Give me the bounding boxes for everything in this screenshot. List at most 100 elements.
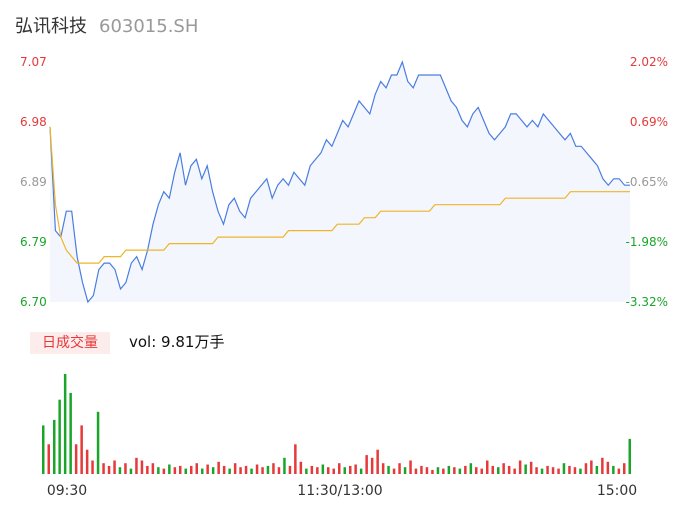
volume-bar (359, 468, 363, 474)
volume-bar (261, 467, 264, 474)
avg-price-line (49, 126, 630, 264)
volume-bar (47, 444, 50, 474)
volume-bar (53, 419, 56, 474)
stock-code: 603015.SH (99, 16, 199, 37)
volume-bar (135, 457, 138, 474)
volume-bar (507, 465, 511, 474)
volume-bar (343, 467, 346, 474)
volume-bar (354, 464, 357, 474)
volume-bar (63, 374, 67, 474)
volume-bar (562, 463, 566, 474)
volume-bar (85, 449, 89, 474)
volume-bar (255, 464, 259, 474)
volume-bar (102, 463, 105, 474)
volume-bar (74, 444, 78, 474)
volume-bar (420, 465, 423, 474)
time-tick-label: 15:00 (597, 483, 637, 499)
volume-bar (606, 461, 610, 474)
volume-bar (579, 468, 582, 474)
volume-bar (447, 465, 451, 474)
volume-bar (414, 468, 418, 474)
volume-bar (540, 468, 544, 474)
volume-bar (244, 465, 248, 474)
price-tick-label: 6.70 (20, 295, 47, 309)
volume-bar (584, 463, 588, 474)
volume-bar (233, 463, 237, 474)
volume-bar (573, 467, 577, 474)
pct-tick-label: -0.65% (626, 175, 668, 189)
pct-tick-label: -3.32% (626, 295, 668, 309)
volume-label: 日成交量 (30, 332, 110, 354)
volume-bar (442, 468, 445, 474)
volume-bar (612, 465, 615, 474)
volume-bar (96, 411, 100, 474)
volume-bar (184, 468, 187, 474)
volume-bar (299, 461, 303, 474)
volume-bar (529, 461, 533, 474)
volume-bar (436, 467, 440, 474)
volume-value: vol: 9.81万手 (129, 333, 225, 351)
volume-bar (201, 468, 204, 474)
volume-bar (239, 467, 242, 474)
stock-name: 弘讯科技 (15, 16, 87, 37)
volume-bar (91, 460, 94, 474)
volume-bar (327, 467, 330, 474)
time-tick-label: 09:30 (47, 483, 87, 499)
volume-bar (623, 463, 626, 474)
volume-bar (211, 467, 215, 474)
volume-bar (398, 463, 401, 474)
volume-bar (140, 460, 144, 474)
volume-bar (288, 465, 292, 474)
volume-bar (590, 460, 593, 474)
volume-bar (222, 465, 226, 474)
volume-bar (173, 467, 177, 474)
price-area (49, 60, 630, 304)
volume-bar (250, 468, 253, 474)
volume-bar (277, 467, 281, 474)
volume-bar (469, 463, 473, 474)
volume-bar (217, 461, 220, 474)
volume-bar (403, 467, 407, 474)
volume-bar (168, 464, 171, 474)
volume-bar (206, 464, 209, 474)
volume-bar (42, 425, 45, 474)
pct-tick-label: 2.02% (630, 55, 668, 69)
price-axis: 7.07 6.98 6.89 6.79 6.70 (20, 55, 47, 309)
volume-bar (425, 467, 429, 474)
stock-header: 弘讯科技 603015.SH (15, 12, 198, 40)
volume-bar (387, 465, 390, 474)
volume-bar (113, 460, 116, 474)
volume-bar (283, 457, 286, 474)
volume-bar (491, 465, 494, 474)
volume-bar (195, 463, 198, 474)
volume-bar (162, 468, 166, 474)
time-axis: 09:30 11:30/13:00 15:00 (47, 483, 637, 499)
price-line (49, 60, 630, 304)
volume-bar (617, 468, 621, 474)
volume-bar (475, 467, 478, 474)
volume-bar (557, 468, 560, 474)
pct-tick-label: 0.69% (630, 115, 668, 129)
volume-bar (381, 463, 385, 474)
volume-bar (370, 457, 374, 474)
volume-bar (502, 463, 505, 474)
volume-bar (464, 465, 467, 474)
volume-bar (601, 457, 604, 474)
volume-bar (146, 465, 149, 474)
volume-bar (551, 467, 555, 474)
volume-bar (228, 468, 231, 474)
pct-axis: 2.02% 0.69% -0.65% -1.98% -3.32% (626, 55, 668, 309)
time-tick-label: 11:30/13:00 (297, 483, 382, 499)
volume-bar (365, 455, 368, 474)
volume-bar (524, 464, 527, 474)
volume-bar (179, 465, 182, 474)
volume-bar (568, 465, 571, 474)
volume-bar (349, 465, 352, 474)
volume-bar (272, 463, 275, 474)
volume-bar (80, 425, 83, 474)
volume-bar (595, 465, 599, 474)
pct-tick-label: -1.98% (626, 235, 668, 249)
volume-bar (321, 464, 325, 474)
volume-bar (266, 465, 270, 474)
